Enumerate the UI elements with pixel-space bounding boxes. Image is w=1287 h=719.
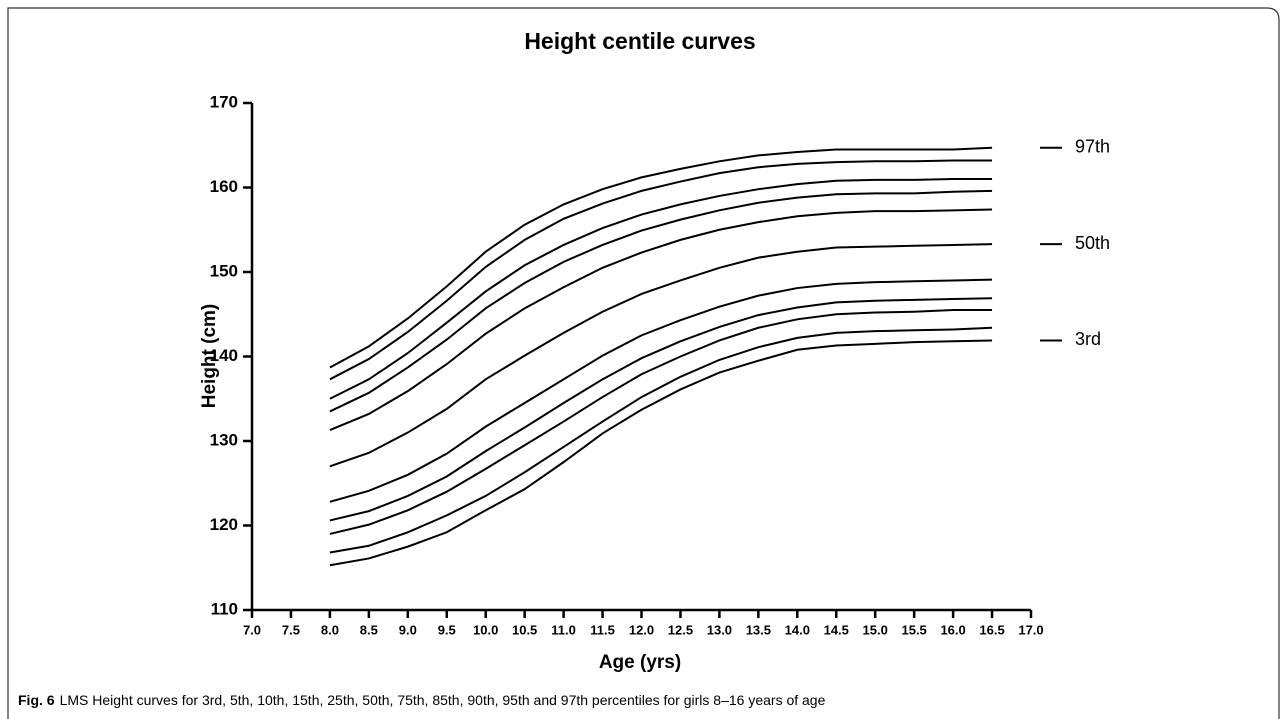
- x-tick-label: 16.5: [979, 622, 1004, 637]
- x-tick-label: 15.5: [901, 622, 926, 637]
- x-tick-label: 12.5: [668, 622, 693, 637]
- y-tick-label: 140: [210, 346, 238, 365]
- x-tick-label: 7.5: [282, 622, 300, 637]
- series-label: 97th: [1075, 137, 1110, 157]
- x-tick-label: 7.0: [243, 622, 261, 637]
- x-tick-label: 16.0: [940, 622, 965, 637]
- x-tick-label: 10.0: [473, 622, 498, 637]
- centile-line: [329, 243, 993, 468]
- y-tick-label: 130: [210, 430, 238, 449]
- x-tick-label: 11.5: [590, 622, 615, 637]
- x-tick-label: 8.0: [321, 622, 339, 637]
- x-tick-label: 12.0: [629, 622, 654, 637]
- caption-text: LMS Height curves for 3rd, 5th, 10th, 15…: [60, 692, 826, 708]
- y-tick-label: 110: [211, 599, 238, 618]
- centile-line: [329, 159, 993, 381]
- x-tick-label: 13.5: [746, 622, 771, 637]
- series-label: 3rd: [1075, 329, 1101, 349]
- x-tick-label: 14.0: [785, 622, 810, 637]
- y-tick-label: 120: [210, 515, 238, 534]
- y-tick-label: 160: [210, 177, 238, 196]
- x-tick-label: 9.0: [399, 622, 417, 637]
- centile-line: [329, 146, 993, 369]
- x-tick-label: 17.0: [1018, 622, 1043, 637]
- chart-title: Height centile curves: [524, 28, 755, 54]
- centile-line: [329, 189, 993, 413]
- centile-line: [329, 278, 993, 503]
- frame: [7, 7, 1280, 719]
- x-tick-label: 10.5: [512, 622, 537, 637]
- y-axis-label: Height (cm): [199, 304, 220, 409]
- x-tick-label: 11.0: [551, 622, 576, 637]
- x-tick-label: 9.5: [438, 622, 456, 637]
- x-tick-label: 14.5: [824, 622, 849, 637]
- x-tick-label: 15.0: [863, 622, 888, 637]
- centile-line: [329, 326, 993, 554]
- y-tick-label: 150: [210, 261, 238, 280]
- caption-label: Fig. 6: [18, 692, 55, 708]
- centile-line: [329, 297, 993, 522]
- caption: Fig. 6 LMS Height curves for 3rd, 5th, 10…: [18, 692, 826, 708]
- centile-line: [329, 309, 993, 535]
- y-tick-label: 170: [210, 92, 238, 111]
- x-tick-label: 8.5: [360, 622, 378, 637]
- centile-line: [329, 178, 993, 400]
- centile-line: [329, 208, 993, 431]
- x-tick-label: 13.0: [707, 622, 732, 637]
- x-axis-label: Age (yrs): [599, 652, 681, 673]
- centile-line: [329, 339, 993, 567]
- series-label: 50th: [1075, 233, 1110, 253]
